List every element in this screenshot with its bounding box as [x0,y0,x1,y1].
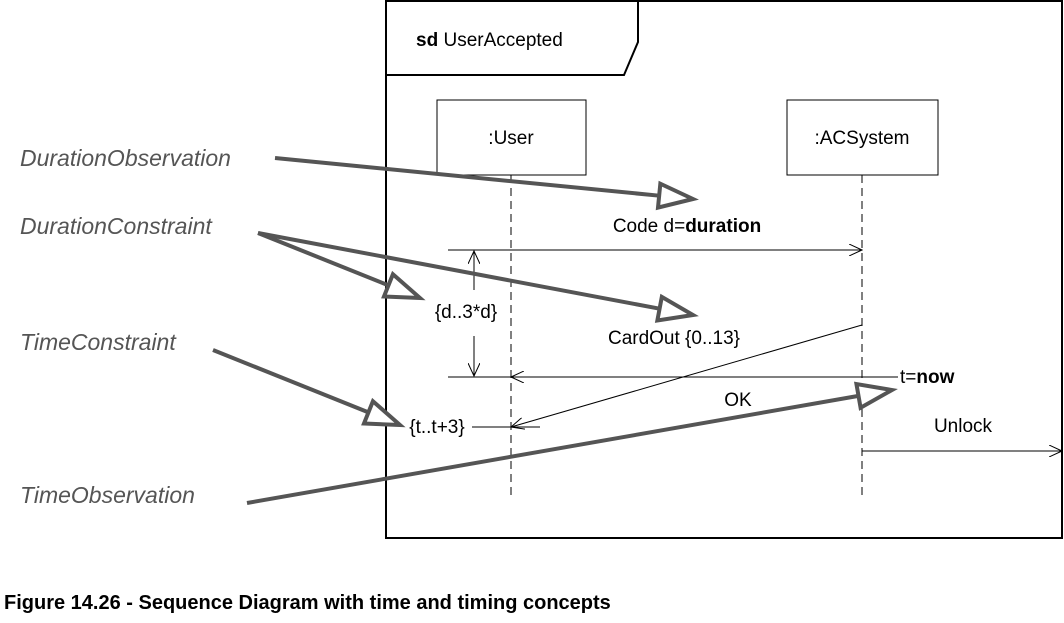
message-code-label: Code d=duration [613,216,761,237]
frame-title: sd UserAccepted [416,30,563,51]
frame-heading-tab [386,1,639,76]
duration-constraint-arrow-1-head [381,270,426,301]
duration-constraint-arrow-1 [257,231,390,288]
message-ok-label: OK [724,390,752,411]
sd-frame [385,0,1063,539]
time-observation-arrow-head [853,381,898,411]
annotation-time-observation: TimeObservation [20,482,195,508]
time-constraint-label: {t..t+3} [409,417,464,438]
time-constraint-arrow-head [361,397,406,428]
duration-constraint-label: {d..3*d} [435,302,497,323]
time-observation-label: t=now [900,367,955,388]
annotation-duration-constraint: DurationConstraint [20,213,213,239]
lifeline-user-label: :User [488,128,534,149]
message-cardout [511,324,863,427]
annotation-duration-observation: DurationObservation [20,145,231,171]
time-observation-arrow [246,393,859,505]
time-constraint-arrow [212,348,370,415]
duration-observation-arrow [274,156,660,198]
message-unlock-label: Unlock [934,416,993,437]
lifeline-acsystem-label: :ACSystem [814,128,909,149]
duration-constraint-arrow-2 [257,231,660,311]
annotation-time-constraint: TimeConstraint [20,329,177,355]
duration-observation-arrow-head [655,180,699,211]
duration-constraint-arrow-2-head [654,293,699,323]
message-cardout-label: CardOut {0..13} [608,328,740,349]
figure-caption: Figure 14.26 - Sequence Diagram with tim… [4,592,611,614]
